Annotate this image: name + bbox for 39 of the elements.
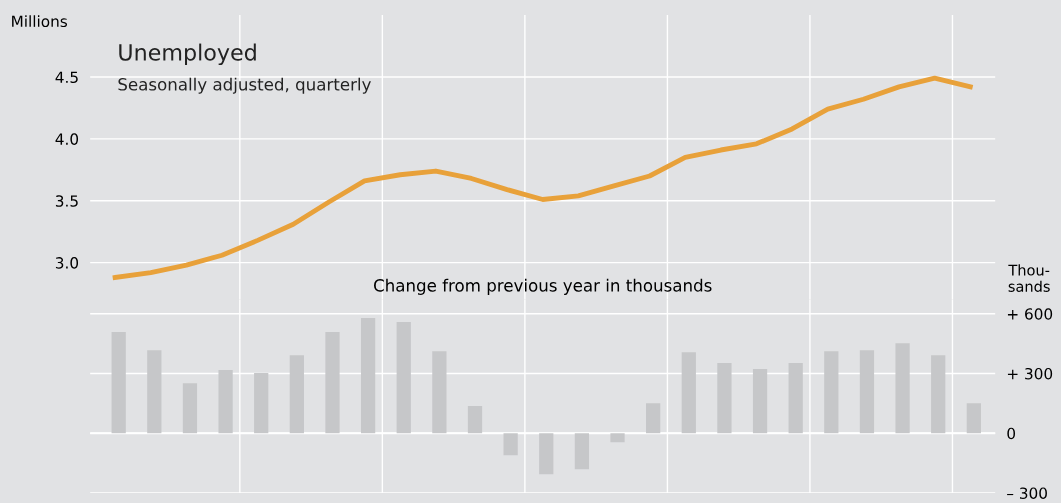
bar — [182, 383, 198, 434]
chart-title: Change from previous year in thousands — [374, 278, 712, 295]
bar — [859, 350, 875, 434]
y-axis-title: Thou- sands — [1008, 264, 1050, 292]
y-tick-label: – 300 — [1007, 487, 1047, 499]
bar — [646, 403, 661, 434]
bar — [895, 343, 910, 434]
text: Seasonally adjusted, quarterly — [118, 77, 371, 94]
line-series — [112, 75, 973, 280]
bar — [111, 332, 126, 434]
bar — [289, 355, 304, 434]
bar — [539, 433, 554, 475]
bar — [467, 406, 483, 434]
y-tick-label: 3.0 — [55, 257, 79, 269]
bar — [824, 351, 839, 434]
y-tick-label: 3.5 — [55, 195, 78, 207]
y-tick-label: 0 — [1007, 427, 1016, 440]
bar — [396, 322, 411, 434]
bar — [717, 363, 732, 434]
y-tick-label: 4.5 — [55, 71, 78, 83]
bar — [254, 373, 269, 434]
bar — [788, 363, 803, 434]
bar — [931, 355, 946, 434]
bar — [610, 433, 625, 443]
y-tick-label: + 300 — [1007, 367, 1053, 380]
y-axis-title: Millions — [12, 15, 68, 28]
y-tick-label: 4.0 — [55, 133, 79, 145]
bar — [681, 352, 696, 434]
bar — [966, 403, 981, 434]
bar — [574, 433, 590, 470]
bar — [218, 370, 233, 434]
bar — [503, 433, 518, 456]
bar — [432, 351, 447, 434]
bar — [360, 318, 376, 434]
y-tick-label: + 600 — [1007, 308, 1053, 320]
text: Unemployed — [119, 43, 256, 66]
bar — [147, 350, 162, 434]
bar — [325, 332, 340, 434]
bar — [752, 369, 768, 434]
